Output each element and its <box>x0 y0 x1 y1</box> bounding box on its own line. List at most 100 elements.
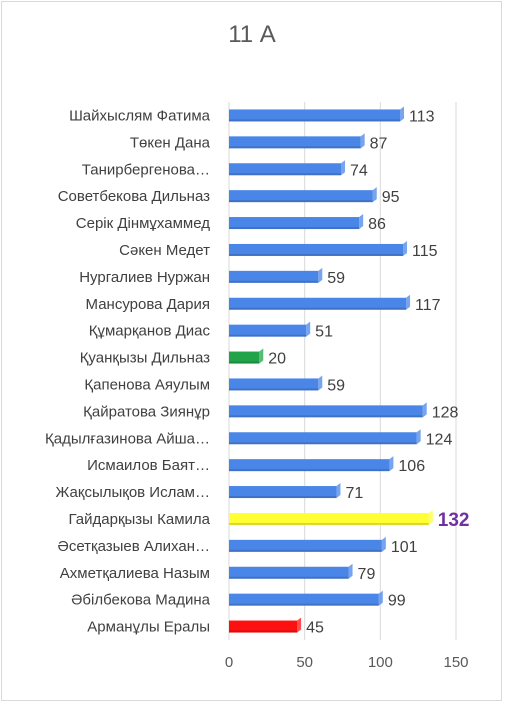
bar-edge <box>389 456 394 472</box>
value-label: 124 <box>426 431 453 448</box>
x-tick-label: 100 <box>368 654 393 671</box>
value-label: 79 <box>358 566 376 583</box>
x-tick-label: 150 <box>443 654 468 671</box>
value-label: 106 <box>398 458 425 475</box>
category-labels: Шайхыслям Фатима Төкен Дана Танирбергенова… <box>45 107 211 635</box>
bar-edge <box>372 187 377 203</box>
category-label: Исмаилов Баят… <box>87 457 210 474</box>
bar-shadow <box>229 442 417 445</box>
bar-shadow <box>229 630 298 633</box>
value-label: 95 <box>382 189 400 206</box>
category-label: Арманұлы Ералы <box>87 619 210 636</box>
bar-edge <box>259 348 264 364</box>
bar <box>229 566 349 579</box>
category-label: Сәкен Медет <box>119 242 210 259</box>
value-label: 51 <box>315 324 333 341</box>
value-label: 132 <box>438 510 470 531</box>
bar <box>229 136 361 149</box>
bar-edge <box>359 214 364 230</box>
bar-shadow <box>229 146 361 149</box>
category-label: Қапенова Аяулым <box>84 376 210 393</box>
bar-edge <box>378 590 383 606</box>
grid-lines <box>228 102 457 640</box>
bar-shadow <box>229 280 319 283</box>
bar <box>229 432 417 445</box>
bar <box>229 405 423 418</box>
bar-shadow <box>229 415 423 418</box>
bar-shadow <box>229 227 360 230</box>
bar-shadow <box>229 361 260 364</box>
bar-shadow <box>229 200 373 203</box>
bar-shadow <box>229 549 382 552</box>
category-label: Қайратова Зиянұр <box>83 403 210 420</box>
value-label: 87 <box>370 135 388 152</box>
value-label: 71 <box>345 485 363 502</box>
bar-shadow <box>229 388 319 391</box>
bar-edge <box>360 133 365 149</box>
bar <box>229 378 319 391</box>
value-label: 99 <box>388 593 406 610</box>
bar-edge <box>306 321 311 337</box>
value-label: 117 <box>415 297 441 314</box>
category-label: Жақсылықов Ислам… <box>56 484 210 501</box>
category-label: Нургалиев Нуржан <box>79 269 210 286</box>
category-label: Қуанқызы Дильназ <box>80 350 210 367</box>
bar-shadow <box>229 576 349 579</box>
bar-shadow <box>229 253 404 256</box>
bars-group <box>229 106 433 633</box>
bar-edge <box>336 483 341 499</box>
bar-edge <box>318 375 323 391</box>
bar-shadow <box>229 496 337 499</box>
bar-shadow <box>229 119 401 122</box>
bar-shadow <box>229 603 379 606</box>
bar <box>229 459 390 472</box>
bar-edge <box>318 267 323 283</box>
bar-edge <box>381 536 386 552</box>
value-label: 59 <box>327 377 345 394</box>
bar-edge <box>428 509 433 525</box>
category-label: Серік Дінмұхаммед <box>76 215 210 232</box>
value-label: 86 <box>368 216 386 233</box>
bar-shadow <box>229 173 341 176</box>
bar-edge <box>297 617 302 633</box>
x-tick-label: 50 <box>296 654 313 671</box>
x-tick-label: 0 <box>225 654 233 671</box>
category-label: Төкен Дана <box>130 134 211 151</box>
category-label: Танирбергенова… <box>82 161 210 178</box>
bar-shadow <box>229 522 429 525</box>
category-label: Гайдарқызы Камила <box>69 511 211 528</box>
category-label: Әсетқазыев Алихан… <box>58 538 210 555</box>
value-label: 113 <box>409 108 435 125</box>
value-label: 74 <box>350 162 368 179</box>
bar-shadow <box>229 334 307 337</box>
bar-edge <box>416 429 421 445</box>
bar <box>229 539 382 552</box>
bar-edge <box>400 106 405 122</box>
value-label: 101 <box>391 539 418 556</box>
bar-edge <box>403 240 408 256</box>
category-label: Әбілбекова Мадина <box>71 592 211 609</box>
bar <box>229 190 373 203</box>
category-label: Құмарқанов Диас <box>89 323 211 340</box>
value-label: 115 <box>412 243 438 260</box>
value-label: 45 <box>306 620 324 637</box>
bar <box>229 486 337 499</box>
category-label: Советбекова Дильназ <box>58 188 210 205</box>
chart-title: 11 А <box>228 21 276 48</box>
bar <box>229 243 404 256</box>
bar <box>229 109 401 122</box>
bar <box>229 217 360 230</box>
category-label: Мансурова Дария <box>86 296 210 313</box>
bar <box>229 163 341 176</box>
bar <box>229 270 319 283</box>
bar <box>229 512 429 525</box>
bar <box>229 324 307 337</box>
bar-edge <box>340 160 345 176</box>
bar-shadow <box>229 307 407 310</box>
category-label: Ахметқалиева Назым <box>60 565 210 582</box>
bar-shadow <box>229 469 390 472</box>
bar-edge <box>422 402 427 418</box>
bar <box>229 351 260 364</box>
value-label: 20 <box>268 351 286 368</box>
bar-edge <box>406 294 411 310</box>
